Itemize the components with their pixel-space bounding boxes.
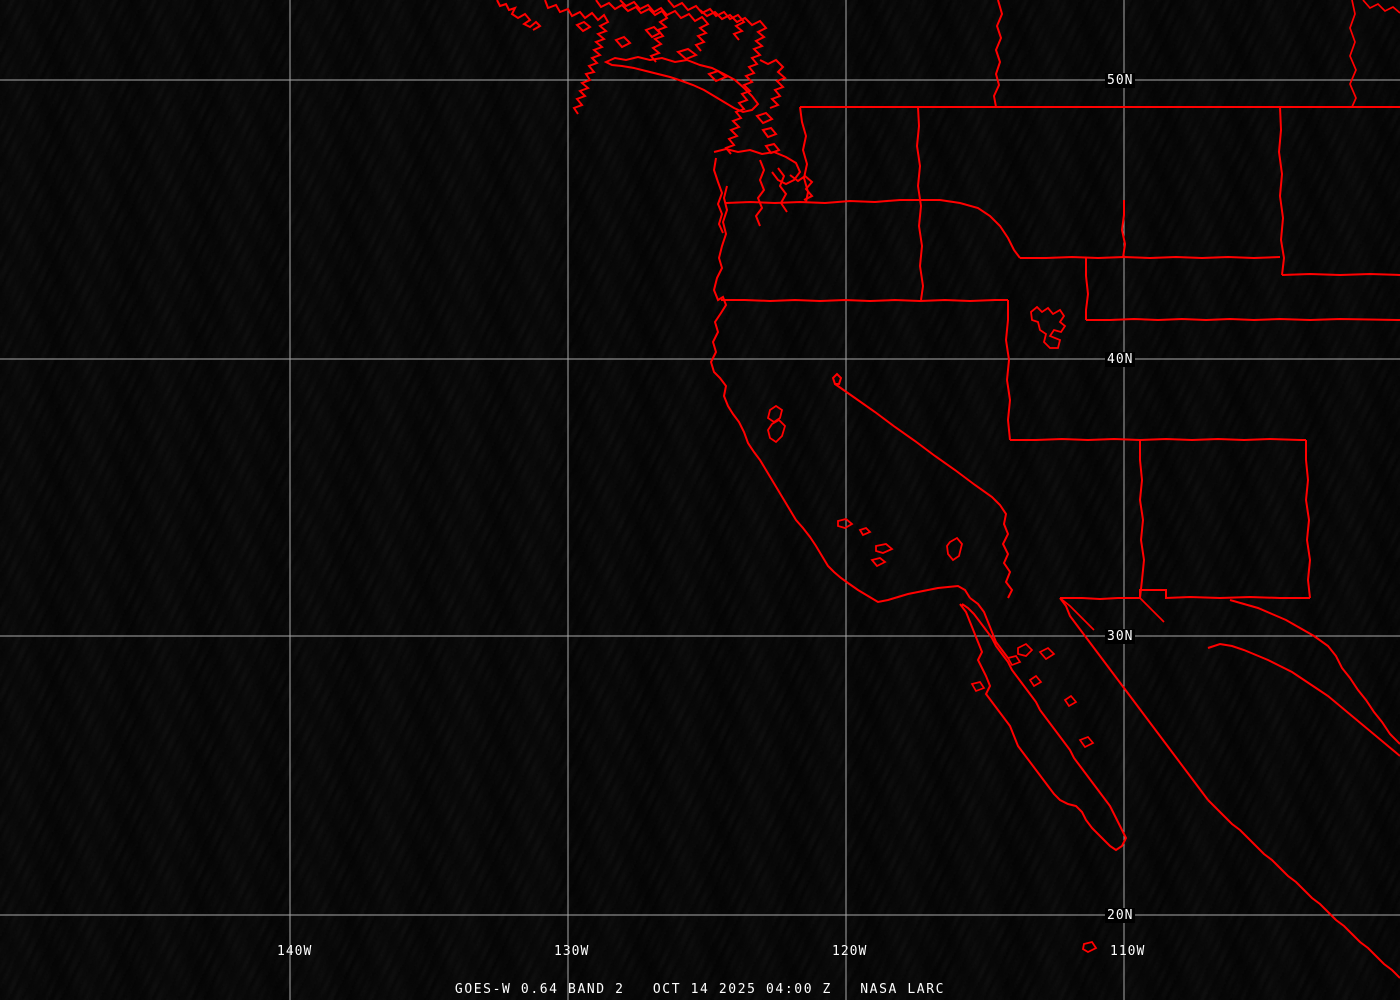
lon-label-110w: 110W (1110, 944, 1146, 959)
state-borders-southwest (831, 300, 1312, 601)
coastal-islands (575, 20, 781, 155)
us-canada-border (800, 0, 1400, 108)
lat-label-30n: 30N (1105, 629, 1136, 644)
lon-label-120w: 120W (832, 944, 868, 959)
state-borders-northwest (725, 106, 1400, 322)
california-coastline (847, 582, 1009, 659)
mexico-state-borders (1059, 597, 1165, 631)
latitude-gridlines (0, 79, 1400, 916)
image-caption: GOES-W 0.64 BAND 2 OCT 14 2025 04:00 Z N… (454, 982, 946, 997)
longitude-gridlines (289, 0, 1125, 1000)
vancouver-island (603, 55, 760, 114)
lon-label-130w: 130W (554, 944, 590, 959)
baja-california-coastline (959, 597, 1209, 852)
pacific-coastline-usa (709, 185, 849, 584)
lat-label-40n: 40N (1105, 352, 1136, 367)
channel-islands (837, 518, 894, 568)
salton-sea (946, 536, 963, 562)
lat-label-20n: 20N (1105, 908, 1136, 923)
isla-feature (1081, 940, 1098, 954)
lon-label-140w: 140W (277, 944, 313, 959)
oregon-california-border (721, 298, 1008, 303)
lat-label-50n: 50N (1105, 73, 1136, 88)
great-salt-lake (1030, 305, 1067, 349)
puget-sound-coastline (712, 147, 814, 234)
coastline-british-columbia (496, 0, 787, 155)
san-francisco-bay (766, 404, 787, 444)
mexico-mainland-coastline (1207, 599, 1400, 979)
